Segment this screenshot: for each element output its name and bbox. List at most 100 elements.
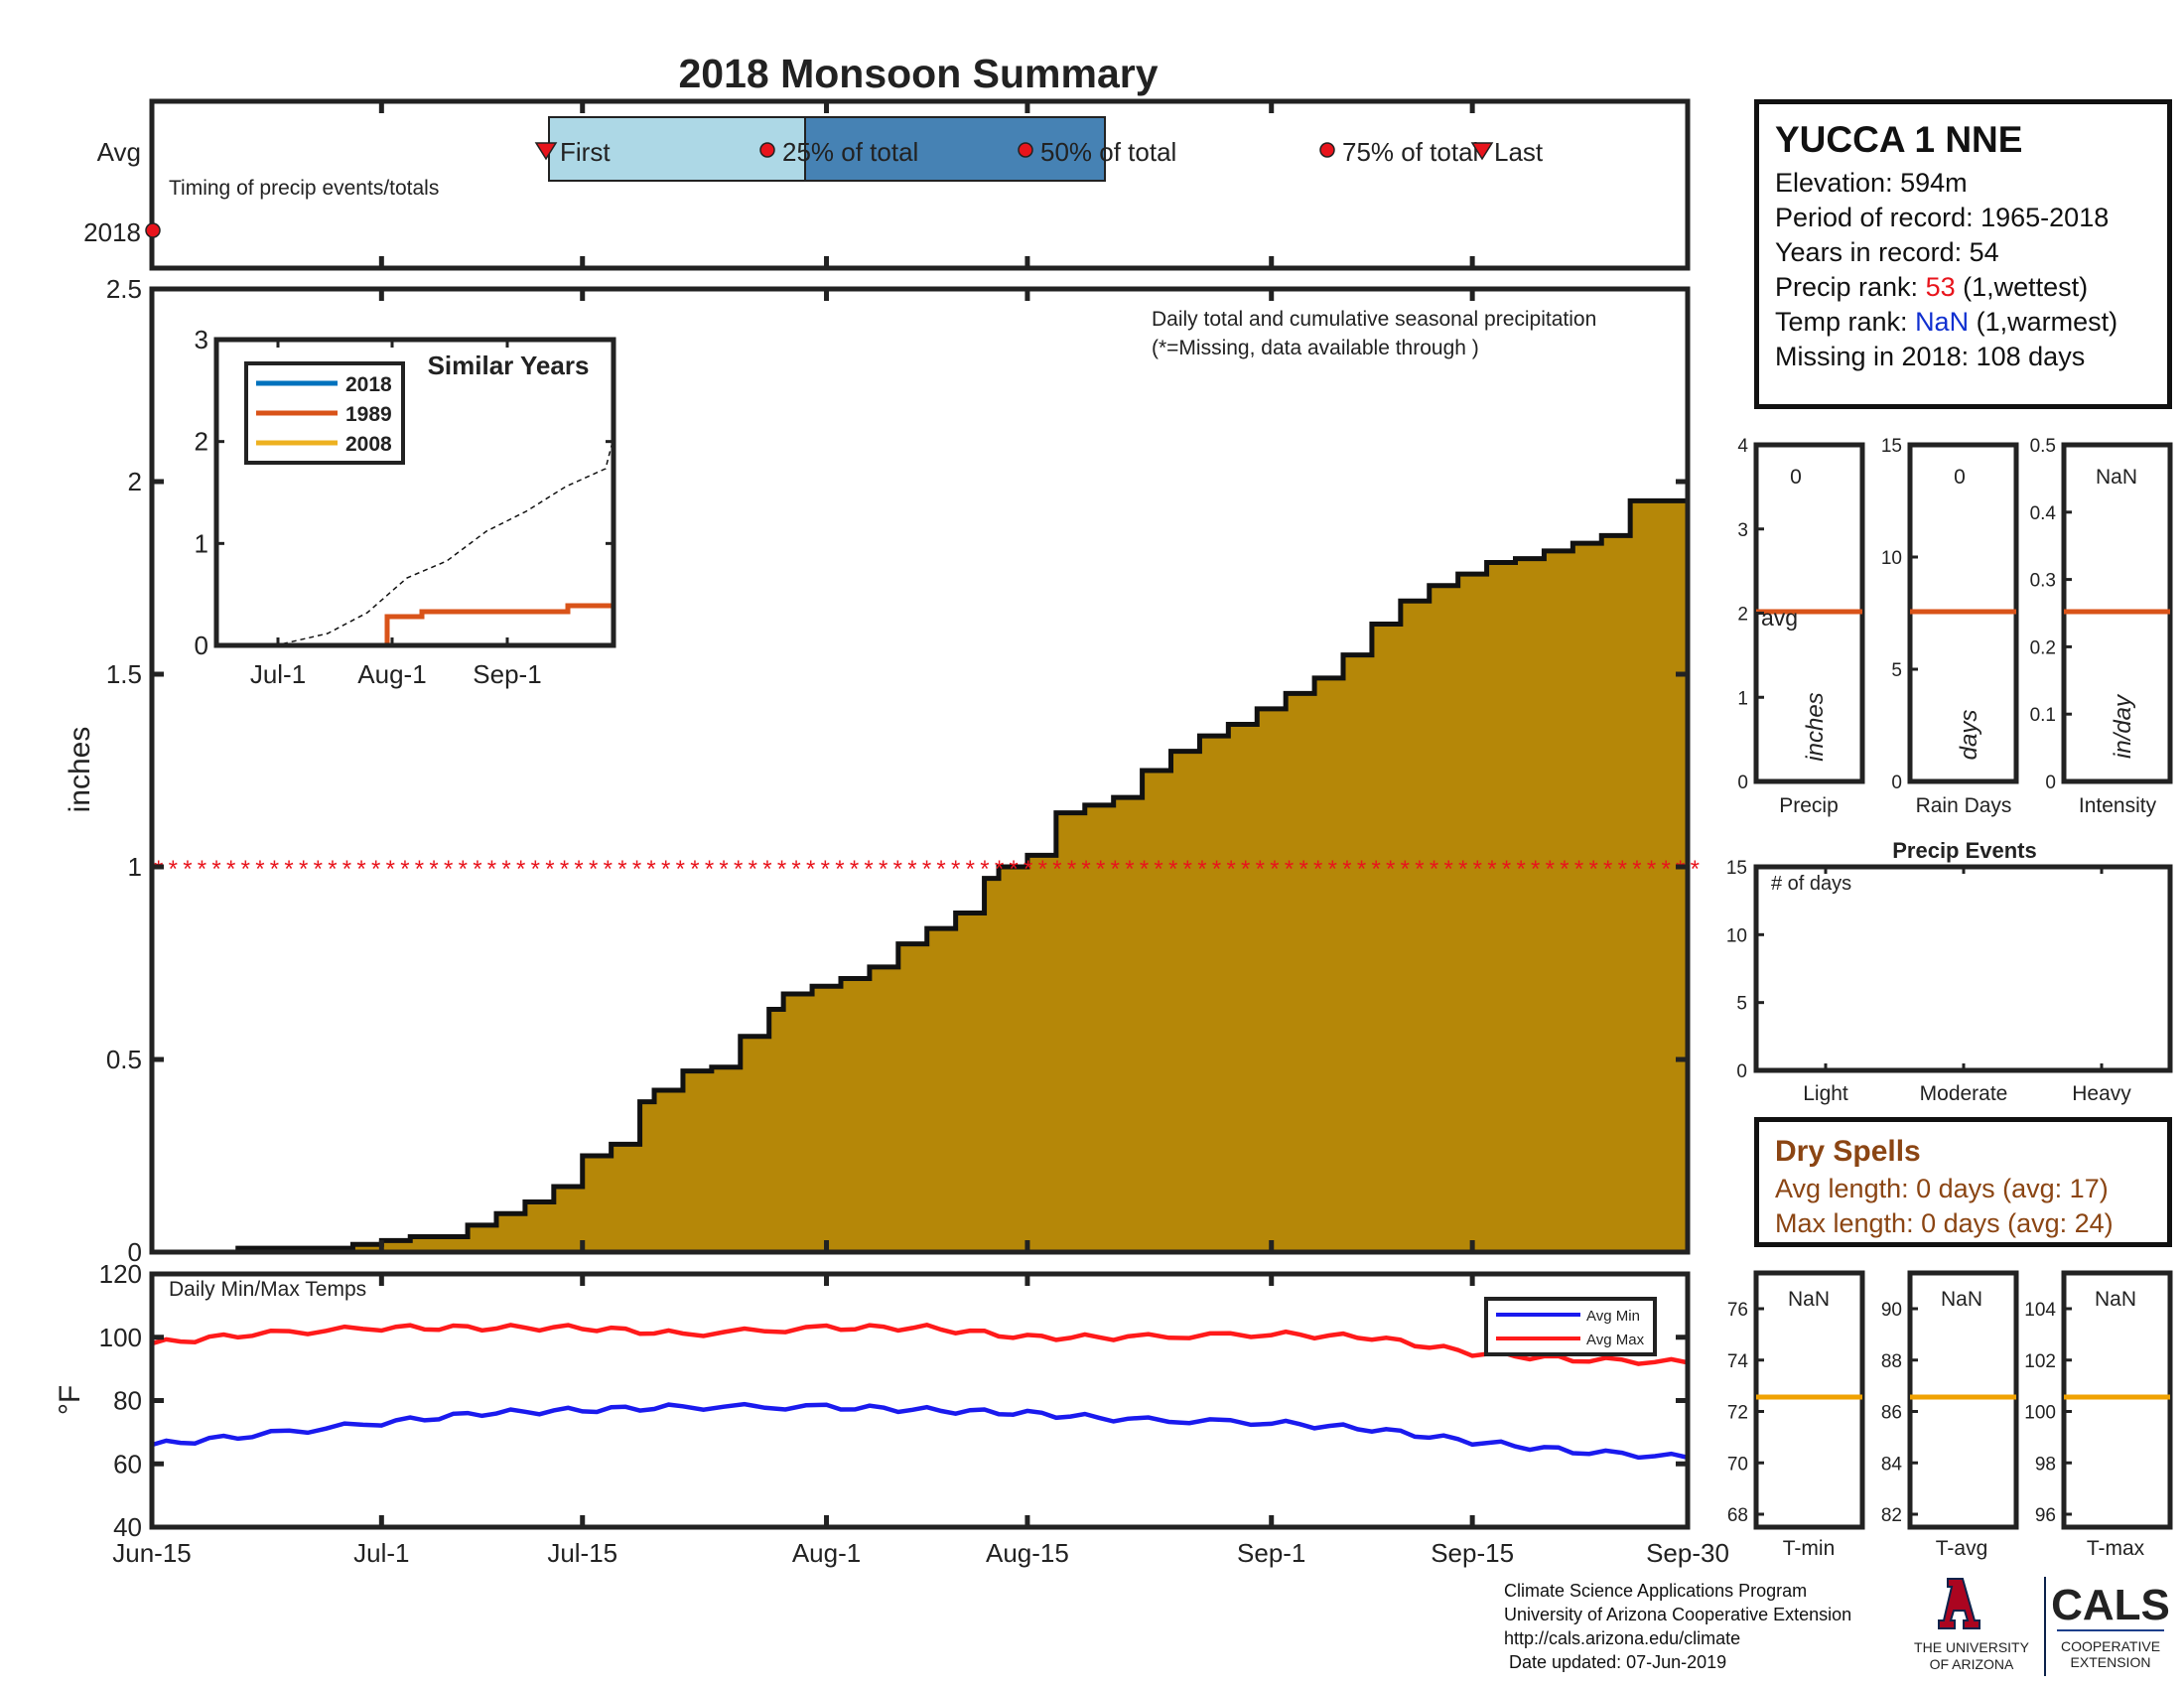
temp-summary-y-tick-label: 88 [1881,1351,1902,1372]
x-tick-label: Jul-15 [547,1538,617,1568]
precip-events-chart: Precip Events # of days 0 5 10 15 Light Moder… [1726,838,2173,1105]
temp-y-tick-label: 40 [113,1512,142,1542]
main-y-tick-label: 2 [128,467,142,496]
tmax-bar-label: T-max [2087,1537,2145,1560]
tmin-bar-label: T-min [1783,1537,1836,1560]
q25-marker [759,142,775,158]
main-y-tick-label: 0.5 [106,1045,142,1074]
ua-line1: THE UNIVERSITY [1914,1639,2030,1655]
precip-rank-value: 53 [1925,272,1956,302]
summary-y-tick-label: 4 [1737,436,1748,457]
main-y-label: inches [64,727,96,813]
university-of-arizona-logo: THE UNIVERSITY OF ARIZONA CALS COOPERATI… [1914,1577,2170,1676]
temp-summary-y-tick-label: 70 [1727,1454,1748,1475]
cals-sub1: COOPERATIVE [2061,1638,2160,1654]
summary-y-tick-label: 0.5 [2030,436,2056,457]
first-label: First [560,137,611,167]
missing-note: (*=Missing, data available through ) [1152,337,1479,359]
summary-y-tick-label: 5 [1891,660,1902,681]
dry-spells-title: Dry Spells [1775,1135,1921,1168]
precip-events-title: Precip Events [1892,838,2037,863]
summary-y-tick-label: 15 [1881,436,1902,457]
inset-y-tick-label: 0 [195,631,208,660]
temp-y-tick-label: 60 [113,1449,142,1478]
footer-line3: http://cals.arizona.edu/climate [1504,1628,1741,1648]
summary-y-tick-label: 0.2 [2030,637,2056,658]
temp-summary-y-tick-label: 82 [1881,1505,1902,1526]
rain-days-summary-bar: 0 days Rain Days [1907,442,2019,817]
temp-summary-y-tick-label: 96 [2035,1505,2056,1526]
intensity-summary-bar: NaN in/day Intensity [2061,442,2173,817]
tmax-bar-value: NaN [2095,1288,2136,1311]
temp-summary-y-tick-label: 84 [1881,1454,1903,1475]
temp-summary-y-tick-label: 98 [2035,1454,2056,1475]
precip-events-ylabel: # of days [1771,873,1851,895]
footer-line1: Climate Science Applications Program [1504,1581,1808,1601]
main-y-tick-label: 0 [128,1237,142,1267]
summary-y-tick-label: 0.3 [2030,571,2056,592]
station-info-box: YUCCA 1 NNE Elevation: 594m Period of re… [1754,99,2172,409]
dry-spells-avg: Avg length: 0 days (avg: 17) [1775,1174,2109,1203]
temps-panel: 40 60 80 100 120 Daily Min/Max Temps °F Avg … [54,1259,1691,1542]
inset-1989-line [220,603,614,648]
summary-y-tick-label: 2 [1737,605,1748,626]
temp-rank-suffix: (1,warmest) [1969,307,2118,337]
cumulative-precip-step-line [152,478,1691,1255]
main-y-tick-label: 1 [128,852,142,882]
events-y-tick-label: 5 [1736,994,1747,1015]
timing-row-avg: Avg [97,137,141,167]
temp-y-tick-label: 80 [113,1386,142,1416]
station-elevation: Elevation: 594m [1775,168,1968,198]
precip-bar-value: 0 [1790,466,1802,489]
summary-y-tick-label: 0 [1891,773,1902,793]
precip-rank-suffix: (1,wettest) [1955,272,2089,302]
intensity-bar-unit: in/day [2110,693,2136,759]
q25-label: 25% of total [782,137,918,167]
q75-label: 75% of total [1342,137,1478,167]
avg-min-temp-line [151,1401,1689,1461]
events-category-label: Heavy [2072,1082,2131,1105]
inset-y-tick-label: 1 [195,528,208,558]
temps-label: Daily Min/Max Temps [169,1278,366,1301]
temp-y-tick-label: 120 [99,1259,142,1289]
intensity-bar-value: NaN [2096,466,2137,489]
inset-y-tick-label: 3 [195,325,208,354]
main-y-tick-label: 2.5 [106,274,142,304]
x-tick-label: Aug-15 [986,1538,1069,1568]
tavg-bar-axes [1907,1270,2019,1530]
summary-y-tick-label: 0 [1737,773,1748,793]
temp-rank-prefix: Temp rank: [1775,307,1916,337]
precip-bar-label: Precip [1779,794,1839,817]
rain-days-bar-unit: days [1956,710,1982,761]
avg-max-temp-line [151,1322,1689,1366]
events-y-tick-label: 0 [1736,1061,1747,1082]
summary-y-tick-label: 1 [1737,688,1748,709]
precip-rank-prefix: Precip rank: [1775,272,1926,302]
tmin-summary-bar: NaN T-min [1753,1270,1865,1560]
station-years: Years in record: 54 [1775,237,1999,267]
legend-1989-label: 1989 [345,403,392,426]
main-precip-chart: ****************************************… [64,101,1729,1568]
similar-years-inset: 0 1 2 3 Jul-1 Aug-1 Sep-1 Similar Years 2018 1… [195,325,616,689]
summary-y-tick-label: 10 [1881,548,1902,569]
temp-summary-y-tick-label: 72 [1727,1403,1748,1424]
precip-avg-label: avg [1761,605,1798,631]
tavg-summary-bar: NaN T-avg [1907,1270,2019,1560]
rain-days-bar-label: Rain Days [1916,794,2012,817]
inset-y-tick-label: 2 [195,427,208,457]
x-tick-label: Aug-1 [792,1538,861,1568]
temp-summary-y-tick-label: 74 [1727,1351,1749,1372]
precip-rank: Precip rank: 53 (1,wettest) [1775,270,2167,305]
cals-sub2: EXTENSION [2071,1654,2151,1670]
inset-x-tick-label: Sep-1 [473,659,541,689]
timing-axes [149,98,1691,271]
station-period: Period of record: 1965-2018 [1775,203,2110,232]
x-tick-label: Sep-30 [1646,1538,1729,1568]
footer-line4: Date updated: 07-Jun-2019 [1504,1652,1727,1672]
events-y-tick-label: 15 [1726,858,1747,879]
main-y-tick-label: 1.5 [106,659,142,689]
legend-avg-min-label: Avg Min [1586,1308,1640,1325]
timing-panel: Avg 2018 Timing of precip events/totals … [83,98,1691,271]
temp-summary-y-tick-label: 76 [1727,1300,1748,1321]
